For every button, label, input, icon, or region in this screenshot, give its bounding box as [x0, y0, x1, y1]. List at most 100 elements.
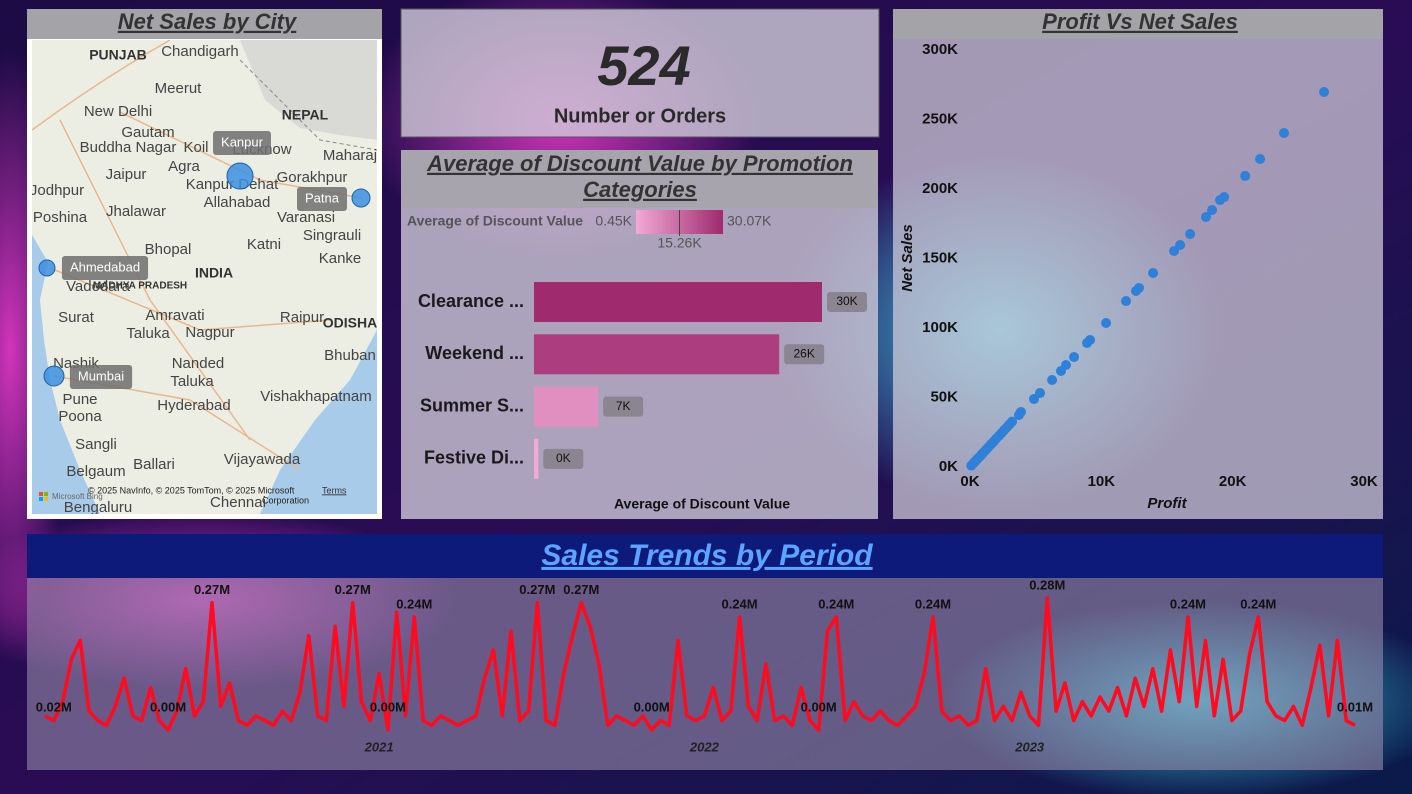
roads: [32, 40, 363, 471]
category-label: Summer S...: [420, 395, 524, 415]
bar: [534, 386, 599, 427]
sea: [260, 330, 377, 514]
border: [239, 59, 377, 151]
place-label: Amravati: [145, 307, 204, 324]
data-label: 0.24M: [396, 596, 432, 611]
x-tick-label: 2023: [1014, 739, 1045, 754]
data-label-bg: [784, 344, 825, 365]
place-label: Sangli: [75, 436, 117, 453]
place-label: Jodhpur: [30, 182, 84, 199]
city-label-bg: [61, 256, 149, 280]
title-bar: [27, 9, 382, 39]
chart-title: Sales Trends by Period: [541, 539, 873, 572]
point: [1007, 416, 1018, 427]
x-axis-label: Profit: [1147, 495, 1187, 512]
y-tick-label: 100K: [922, 319, 958, 336]
data-label: 0.00M: [634, 699, 670, 714]
point: [1215, 194, 1226, 205]
place-label: Nanded: [172, 355, 225, 372]
place-label: Varanasi: [277, 209, 335, 226]
kpi-label: Number or Orders: [554, 105, 726, 127]
place-label: Singrauli: [303, 227, 361, 244]
point: [1319, 86, 1330, 97]
place-label: Surat: [58, 309, 95, 326]
line: [44, 596, 1356, 732]
map-title: Net Sales by City: [118, 9, 298, 34]
data-label-bg: [827, 292, 867, 312]
city-label-bg: [297, 187, 347, 211]
y-tick-label: 150K: [922, 249, 958, 266]
x-tick-label: 2022: [689, 739, 720, 754]
title-bar: [893, 9, 1383, 39]
legend-title: Average of Discount Value: [407, 213, 583, 229]
place-label: Maharaj: [323, 147, 377, 164]
place-label: INDIA: [195, 265, 233, 281]
category-label: Weekend ...: [425, 343, 524, 363]
y-tick-label: 300K: [922, 41, 958, 58]
data-label-bg: [543, 448, 584, 469]
data-label: 0.24M: [915, 596, 951, 611]
city-bubble: [226, 162, 254, 190]
point: [1056, 365, 1067, 376]
city-label-bg: [213, 131, 271, 155]
place-label: New Delhi: [84, 103, 152, 120]
place-label: Bengaluru: [64, 499, 132, 516]
bar: [534, 282, 822, 322]
point: [1069, 352, 1080, 363]
place-label: Poona: [58, 408, 102, 425]
data-label: 0.24M: [721, 596, 757, 611]
data-label: 0.24M: [1240, 596, 1276, 611]
x-tick-label: 10K: [1088, 473, 1116, 490]
x-tick-label: 2021: [364, 739, 394, 754]
y-tick-label: 50K: [930, 388, 958, 405]
point: [1185, 229, 1196, 240]
kpi-panel: [400, 8, 880, 138]
point: [1121, 296, 1132, 307]
line-panel: [27, 578, 1383, 770]
terms-link[interactable]: Terms: [322, 485, 347, 495]
place-label: Pune: [62, 391, 97, 408]
y-axis-label: Net Sales: [899, 224, 916, 292]
logo: [39, 492, 43, 496]
x-axis-label: Average of Discount Value: [614, 496, 790, 512]
mountains: [240, 40, 377, 140]
point: [1207, 204, 1218, 215]
logo: [44, 497, 48, 501]
point: [1279, 127, 1290, 138]
city-label: Ahmedabad: [70, 259, 140, 274]
legend-max: 30.07K: [727, 213, 772, 229]
place-label: Vishakhapatnam: [260, 388, 371, 405]
place-label: Koil: [183, 139, 208, 156]
title-bar: [401, 150, 878, 208]
place-label: Hyderabad: [157, 397, 230, 414]
x-tick-label: 30K: [1350, 473, 1378, 490]
data-label: 0.27M: [519, 582, 555, 597]
data-label: 0.01M: [1337, 699, 1373, 714]
scatter-panel: [893, 9, 1383, 519]
place-label: Ballari: [133, 456, 175, 473]
place-label: Jhalawar: [106, 203, 166, 220]
place-label: Vijayawada: [224, 451, 301, 468]
place-label: Vadodara: [66, 278, 131, 295]
place-label: Gorakhpur: [277, 169, 348, 186]
point: [1131, 286, 1142, 297]
city-label: Mumbai: [78, 368, 124, 383]
data-label-bg: [603, 396, 644, 417]
data-label: 0.02M: [36, 699, 72, 714]
data-label: 0.24M: [818, 596, 854, 611]
point: [1082, 338, 1093, 349]
place-label: Bhuban: [324, 347, 376, 364]
legend-mid: 15.26K: [657, 235, 702, 251]
bar: [534, 438, 539, 479]
point: [1255, 153, 1266, 164]
place-label: PUNJAB: [89, 47, 147, 63]
place-label: Taluka: [126, 325, 170, 342]
point: [1101, 317, 1112, 328]
place-label: Meerut: [155, 80, 203, 97]
y-tick-label: 250K: [922, 110, 958, 127]
city-bubble: [43, 365, 65, 387]
city-label: Kanpur: [221, 134, 264, 149]
kpi-value: 524: [597, 34, 690, 97]
chart-title: Profit Vs Net Sales: [1042, 9, 1238, 34]
chart-title: Average of Discount Value by Promotion: [426, 151, 853, 176]
